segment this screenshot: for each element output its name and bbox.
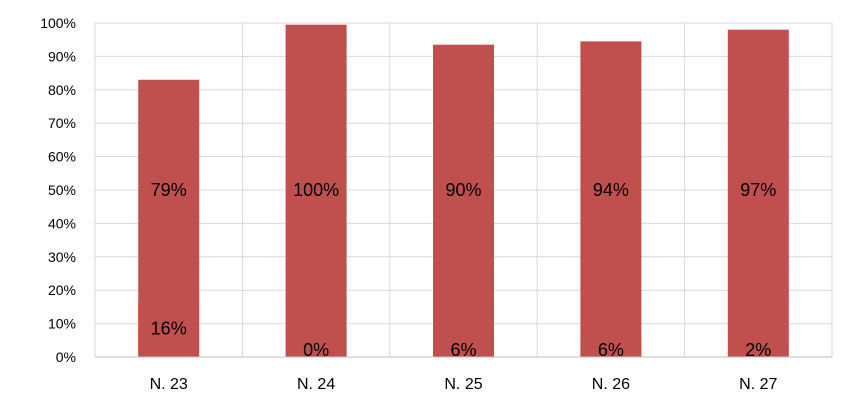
y-tick-label: 30%: [48, 249, 76, 265]
data-label: 79%: [151, 180, 187, 200]
y-tick-label: 40%: [48, 215, 76, 231]
data-label: 2%: [745, 340, 771, 360]
data-label: 97%: [740, 180, 776, 200]
y-tick-label: 90%: [48, 48, 76, 64]
bar-segment: [580, 41, 642, 358]
data-label: 100%: [293, 180, 339, 200]
bar-segment: [138, 79, 200, 357]
x-category-label: N. 27: [739, 376, 777, 393]
data-label: 90%: [445, 180, 481, 200]
x-category-label: N. 24: [297, 376, 335, 393]
bar-segment: [285, 24, 347, 357]
y-tick-label: 10%: [48, 316, 76, 332]
bars: [138, 24, 789, 358]
y-tick-label: 50%: [48, 182, 76, 198]
y-tick-label: 60%: [48, 149, 76, 165]
data-label: 16%: [151, 319, 187, 339]
data-labels: 16% 79% 0% 100% 6% 90% 6% 94% 2% 97%: [151, 180, 777, 360]
y-tick-label: 0%: [56, 349, 76, 365]
bar-segment: [727, 29, 789, 358]
data-label: 6%: [598, 340, 624, 360]
y-tick-label: 80%: [48, 82, 76, 98]
x-category-label: N. 26: [592, 376, 630, 393]
data-label: 6%: [450, 340, 476, 360]
y-tick-label: 100%: [40, 15, 76, 31]
bar-segment: [433, 44, 494, 358]
axes: 0% 10% 20% 30% 40% 50% 60% 70% 80% 90% 100% N. 23 N.…: [40, 15, 832, 393]
data-label: 94%: [593, 180, 629, 200]
y-tick-label: 70%: [48, 115, 76, 131]
data-label: 0%: [303, 340, 329, 360]
y-tick-label: 20%: [48, 282, 76, 298]
x-category-label: N. 25: [444, 376, 482, 393]
x-category-label: N. 23: [150, 376, 188, 393]
